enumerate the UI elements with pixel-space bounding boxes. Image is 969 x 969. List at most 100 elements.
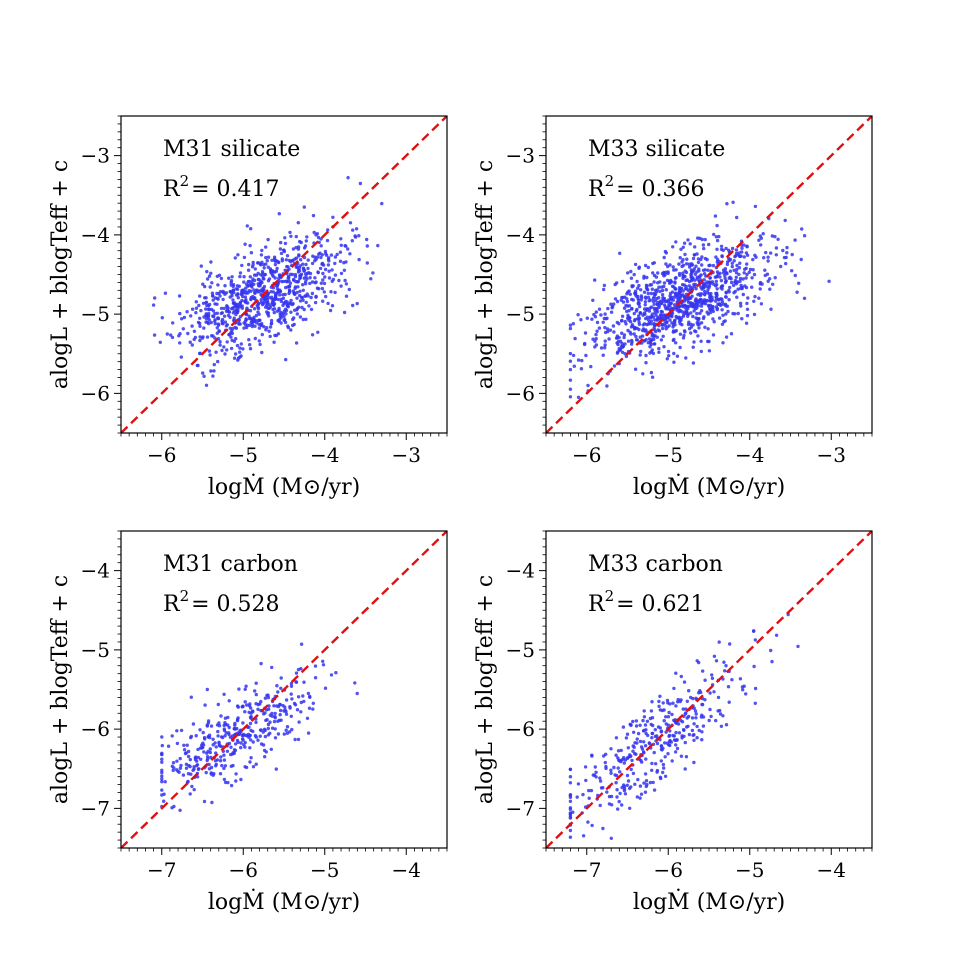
scatter-point [641, 718, 645, 723]
scatter-point [199, 264, 203, 268]
scatter-point [338, 250, 343, 254]
scatter-point [743, 284, 747, 288]
scatter-point [603, 343, 607, 347]
scatter-point [294, 234, 298, 239]
scatter-point [652, 302, 656, 306]
scatter-point [692, 760, 696, 765]
scatter-point [605, 790, 609, 794]
scatter-point [292, 277, 296, 282]
scatter-point [289, 692, 293, 696]
scatter-point [598, 803, 602, 808]
scatter-point [644, 353, 648, 358]
scatter-point [297, 269, 302, 273]
scatter-point [221, 289, 225, 294]
scatter-point [204, 301, 208, 305]
scatter-point [605, 316, 609, 320]
scatter-point [793, 238, 797, 242]
scatter-point [715, 307, 719, 312]
y-tick-label: −5 [81, 638, 110, 662]
scatter-point [694, 716, 698, 720]
scatter-point [218, 744, 223, 748]
scatter-point [701, 243, 706, 247]
scatter-point [252, 307, 257, 311]
scatter-point [205, 269, 209, 274]
scatter-point [222, 777, 227, 782]
scatter-point [233, 352, 238, 356]
scatter-point [204, 770, 208, 775]
scatter-point [301, 694, 305, 698]
scatter-point [177, 294, 182, 298]
scatter-point [243, 687, 247, 691]
r-squared-symbol: R [163, 592, 181, 617]
scatter-point [251, 263, 255, 267]
scatter-point [642, 740, 646, 744]
scatter-point [268, 305, 273, 309]
scatter-point [647, 741, 651, 745]
scatter-point [571, 322, 575, 326]
scatter-point [209, 320, 213, 325]
scatter-point [692, 253, 697, 257]
scatter-point [160, 760, 164, 764]
scatter-point [617, 347, 621, 351]
x-tick-label: −6 [147, 443, 176, 467]
y-tick-label: −5 [506, 302, 535, 326]
scatter-point [261, 743, 266, 747]
scatter-point [295, 708, 300, 712]
scatter-point [827, 279, 831, 283]
scatter-point [657, 704, 661, 708]
scatter-point [679, 674, 683, 679]
scatter-point [285, 725, 290, 729]
scatter-point [727, 290, 731, 294]
scatter-point [283, 708, 287, 712]
scatter-point [740, 317, 744, 321]
scatter-point [753, 204, 758, 209]
scatter-point [646, 265, 650, 270]
scatter-point [219, 276, 224, 281]
scatter-point [216, 702, 220, 707]
scatter-point [642, 274, 646, 278]
scatter-point [691, 269, 696, 273]
scatter-point [710, 676, 715, 680]
scatter-point [654, 762, 658, 766]
scatter-point [232, 305, 237, 309]
scatter-point [320, 286, 325, 291]
x-tick-label: −4 [310, 443, 339, 467]
y-tick-label: −4 [81, 223, 110, 247]
scatter-point [737, 272, 741, 277]
scatter-point [674, 276, 678, 280]
scatter-point [313, 300, 318, 305]
r-squared-label: R2= 0.417 [163, 172, 280, 202]
scatter-point [226, 723, 230, 727]
scatter-point [292, 291, 296, 295]
scatter-point [243, 765, 247, 769]
scatter-point [205, 724, 209, 728]
scatter-point [635, 741, 639, 745]
scatter-point [720, 297, 724, 301]
scatter-point [579, 318, 583, 322]
scatter-point [670, 314, 674, 319]
scatter-point [802, 296, 807, 300]
scatter-point [729, 280, 734, 285]
scatter-point [694, 316, 698, 320]
scatter-point [700, 730, 704, 734]
scatter-point [225, 304, 229, 309]
scatter-point [240, 306, 244, 310]
scatter-point [238, 322, 242, 326]
scatter-point [213, 322, 217, 326]
scatter-point [668, 743, 672, 748]
scatter-point [190, 784, 194, 789]
scatter-point [175, 729, 179, 733]
scatter-point [296, 279, 300, 284]
scatter-point [638, 723, 642, 727]
scatter-point [204, 320, 208, 324]
scatter-point [677, 271, 682, 276]
scatter-point [281, 293, 285, 297]
scatter-point [313, 259, 317, 263]
scatter-point [239, 342, 243, 346]
scatter-point [734, 248, 739, 252]
scatter-point [629, 320, 633, 324]
scatter-point [568, 326, 573, 331]
scatter-point [724, 246, 728, 251]
x-tick-label: −6 [572, 443, 601, 467]
